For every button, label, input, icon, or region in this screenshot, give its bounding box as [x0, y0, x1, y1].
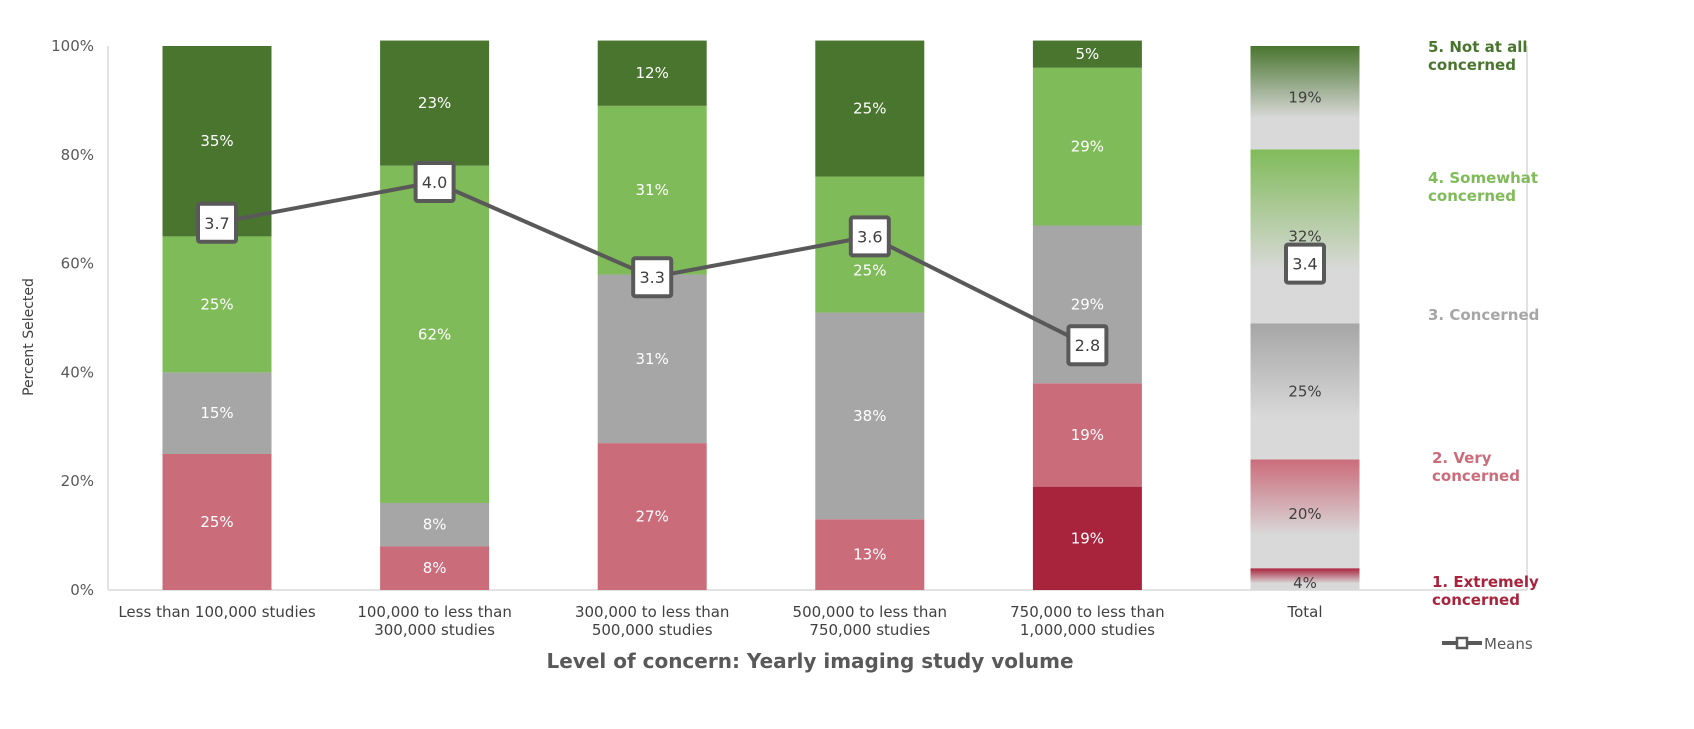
bar-segment--concerned — [162, 372, 272, 454]
x-axis-title: Level of concern: Yearly imaging study v… — [546, 649, 1073, 673]
data-label: 19% — [1071, 529, 1104, 547]
data-label: 31% — [636, 181, 669, 199]
legend-means-marker-icon — [1455, 636, 1469, 650]
bar-segment--concerned — [597, 274, 707, 444]
data-label: 5% — [1076, 45, 1100, 63]
means-label: 4.0 — [422, 173, 447, 192]
x-tick-label: 100,000 to less than — [357, 603, 512, 621]
means-label: 3.3 — [639, 268, 664, 287]
data-label: 20% — [1288, 505, 1321, 523]
bar-segment--very-concerned — [1032, 383, 1142, 487]
bar-segment--somewhat-concerned — [1250, 149, 1360, 324]
data-label: 38% — [853, 407, 886, 425]
bar-segment--very-concerned — [597, 443, 707, 590]
bar-segment--very-concerned — [380, 546, 490, 590]
legend-item-5: concerned — [1428, 56, 1516, 74]
data-label: 31% — [636, 350, 669, 368]
x-tick-label: 750,000 studies — [809, 621, 930, 639]
data-label: 62% — [418, 325, 451, 343]
means-marker — [196, 201, 238, 244]
means-marker — [1066, 324, 1109, 367]
x-tick-label: 750,000 to less than — [1010, 603, 1165, 621]
x-tick-label: 500,000 to less than — [793, 603, 948, 621]
legend-item-3: 3. Concerned — [1428, 306, 1539, 324]
bar-segment--concerned — [815, 312, 925, 520]
bar-segment--very-concerned — [1250, 459, 1360, 569]
data-label: 29% — [1071, 138, 1104, 156]
means-label: 3.4 — [1292, 255, 1317, 274]
legend-means-label: Means — [1484, 635, 1533, 653]
means-label: 3.7 — [204, 214, 229, 233]
bar-segment--not-at-all-concerned — [597, 40, 707, 106]
bar-segment--not-at-all-concerned — [1250, 46, 1360, 150]
data-label: 4% — [1293, 574, 1317, 592]
data-label: 25% — [853, 100, 886, 118]
means-marker — [848, 215, 891, 258]
data-label: 23% — [418, 94, 451, 112]
bar-segment--somewhat-concerned — [1032, 67, 1142, 226]
x-tick-label: Total — [1286, 603, 1322, 621]
bar-segment--very-concerned — [815, 519, 925, 590]
legend-item-2: 2. Very — [1432, 449, 1492, 467]
means-marker — [1284, 242, 1326, 285]
data-label: 25% — [200, 513, 233, 531]
bar-segment--concerned — [1250, 323, 1360, 460]
legend-item-4: concerned — [1428, 187, 1516, 205]
bar-segment--somewhat-concerned — [380, 165, 490, 503]
data-label: 25% — [853, 261, 886, 279]
y-tick-label: 100% — [51, 37, 94, 55]
bar-segment--not-at-all-concerned — [380, 40, 490, 166]
means-label: 2.8 — [1075, 336, 1100, 355]
x-tick-label: 300,000 studies — [374, 621, 495, 639]
legend-item-5: 5. Not at all — [1428, 38, 1528, 56]
data-label: 19% — [1071, 426, 1104, 444]
data-label: 15% — [200, 404, 233, 422]
means-marker — [413, 161, 456, 203]
data-label: 13% — [853, 546, 886, 564]
x-tick-label: 300,000 to less than — [575, 603, 730, 621]
x-tick-label: 500,000 studies — [592, 621, 713, 639]
means-label: 3.6 — [857, 227, 882, 246]
data-label: 25% — [200, 295, 233, 313]
data-label: 8% — [423, 516, 447, 534]
y-axis-title: Percent Selected — [21, 278, 37, 396]
means-marker — [631, 256, 674, 299]
data-label: 8% — [423, 559, 447, 577]
x-tick-label: Less than 100,000 studies — [118, 603, 315, 621]
legend-item-2: concerned — [1432, 467, 1520, 485]
bar-segment--somewhat-concerned — [162, 236, 272, 373]
data-label: 12% — [636, 64, 669, 82]
legend-item-1: concerned — [1432, 591, 1520, 609]
bar-segment--extremely-concerned — [1250, 568, 1360, 590]
legend-item-4: 4. Somewhat — [1428, 169, 1538, 187]
bar-segment--not-at-all-concerned — [815, 40, 925, 177]
bar-segment--very-concerned — [162, 454, 272, 590]
y-tick-label: 20% — [61, 472, 94, 490]
y-tick-label: 80% — [61, 146, 94, 164]
y-tick-label: 0% — [70, 581, 94, 599]
y-tick-label: 40% — [61, 363, 94, 381]
data-label: 25% — [1288, 382, 1321, 400]
legend-item-1: 1. Extremely — [1432, 573, 1539, 591]
y-tick-label: 60% — [61, 255, 94, 273]
data-label: 27% — [636, 508, 669, 526]
data-label: 19% — [1288, 89, 1321, 107]
data-label: 32% — [1288, 227, 1321, 245]
x-tick-label: 1,000,000 studies — [1020, 621, 1155, 639]
bar-segment--somewhat-concerned — [597, 105, 707, 275]
bar-segment--concerned — [380, 502, 490, 547]
data-label: 35% — [200, 132, 233, 150]
bar-segment--extremely-concerned — [1032, 486, 1142, 590]
data-label: 29% — [1071, 295, 1104, 313]
bar-segment--not-at-all-concerned — [1032, 40, 1142, 68]
